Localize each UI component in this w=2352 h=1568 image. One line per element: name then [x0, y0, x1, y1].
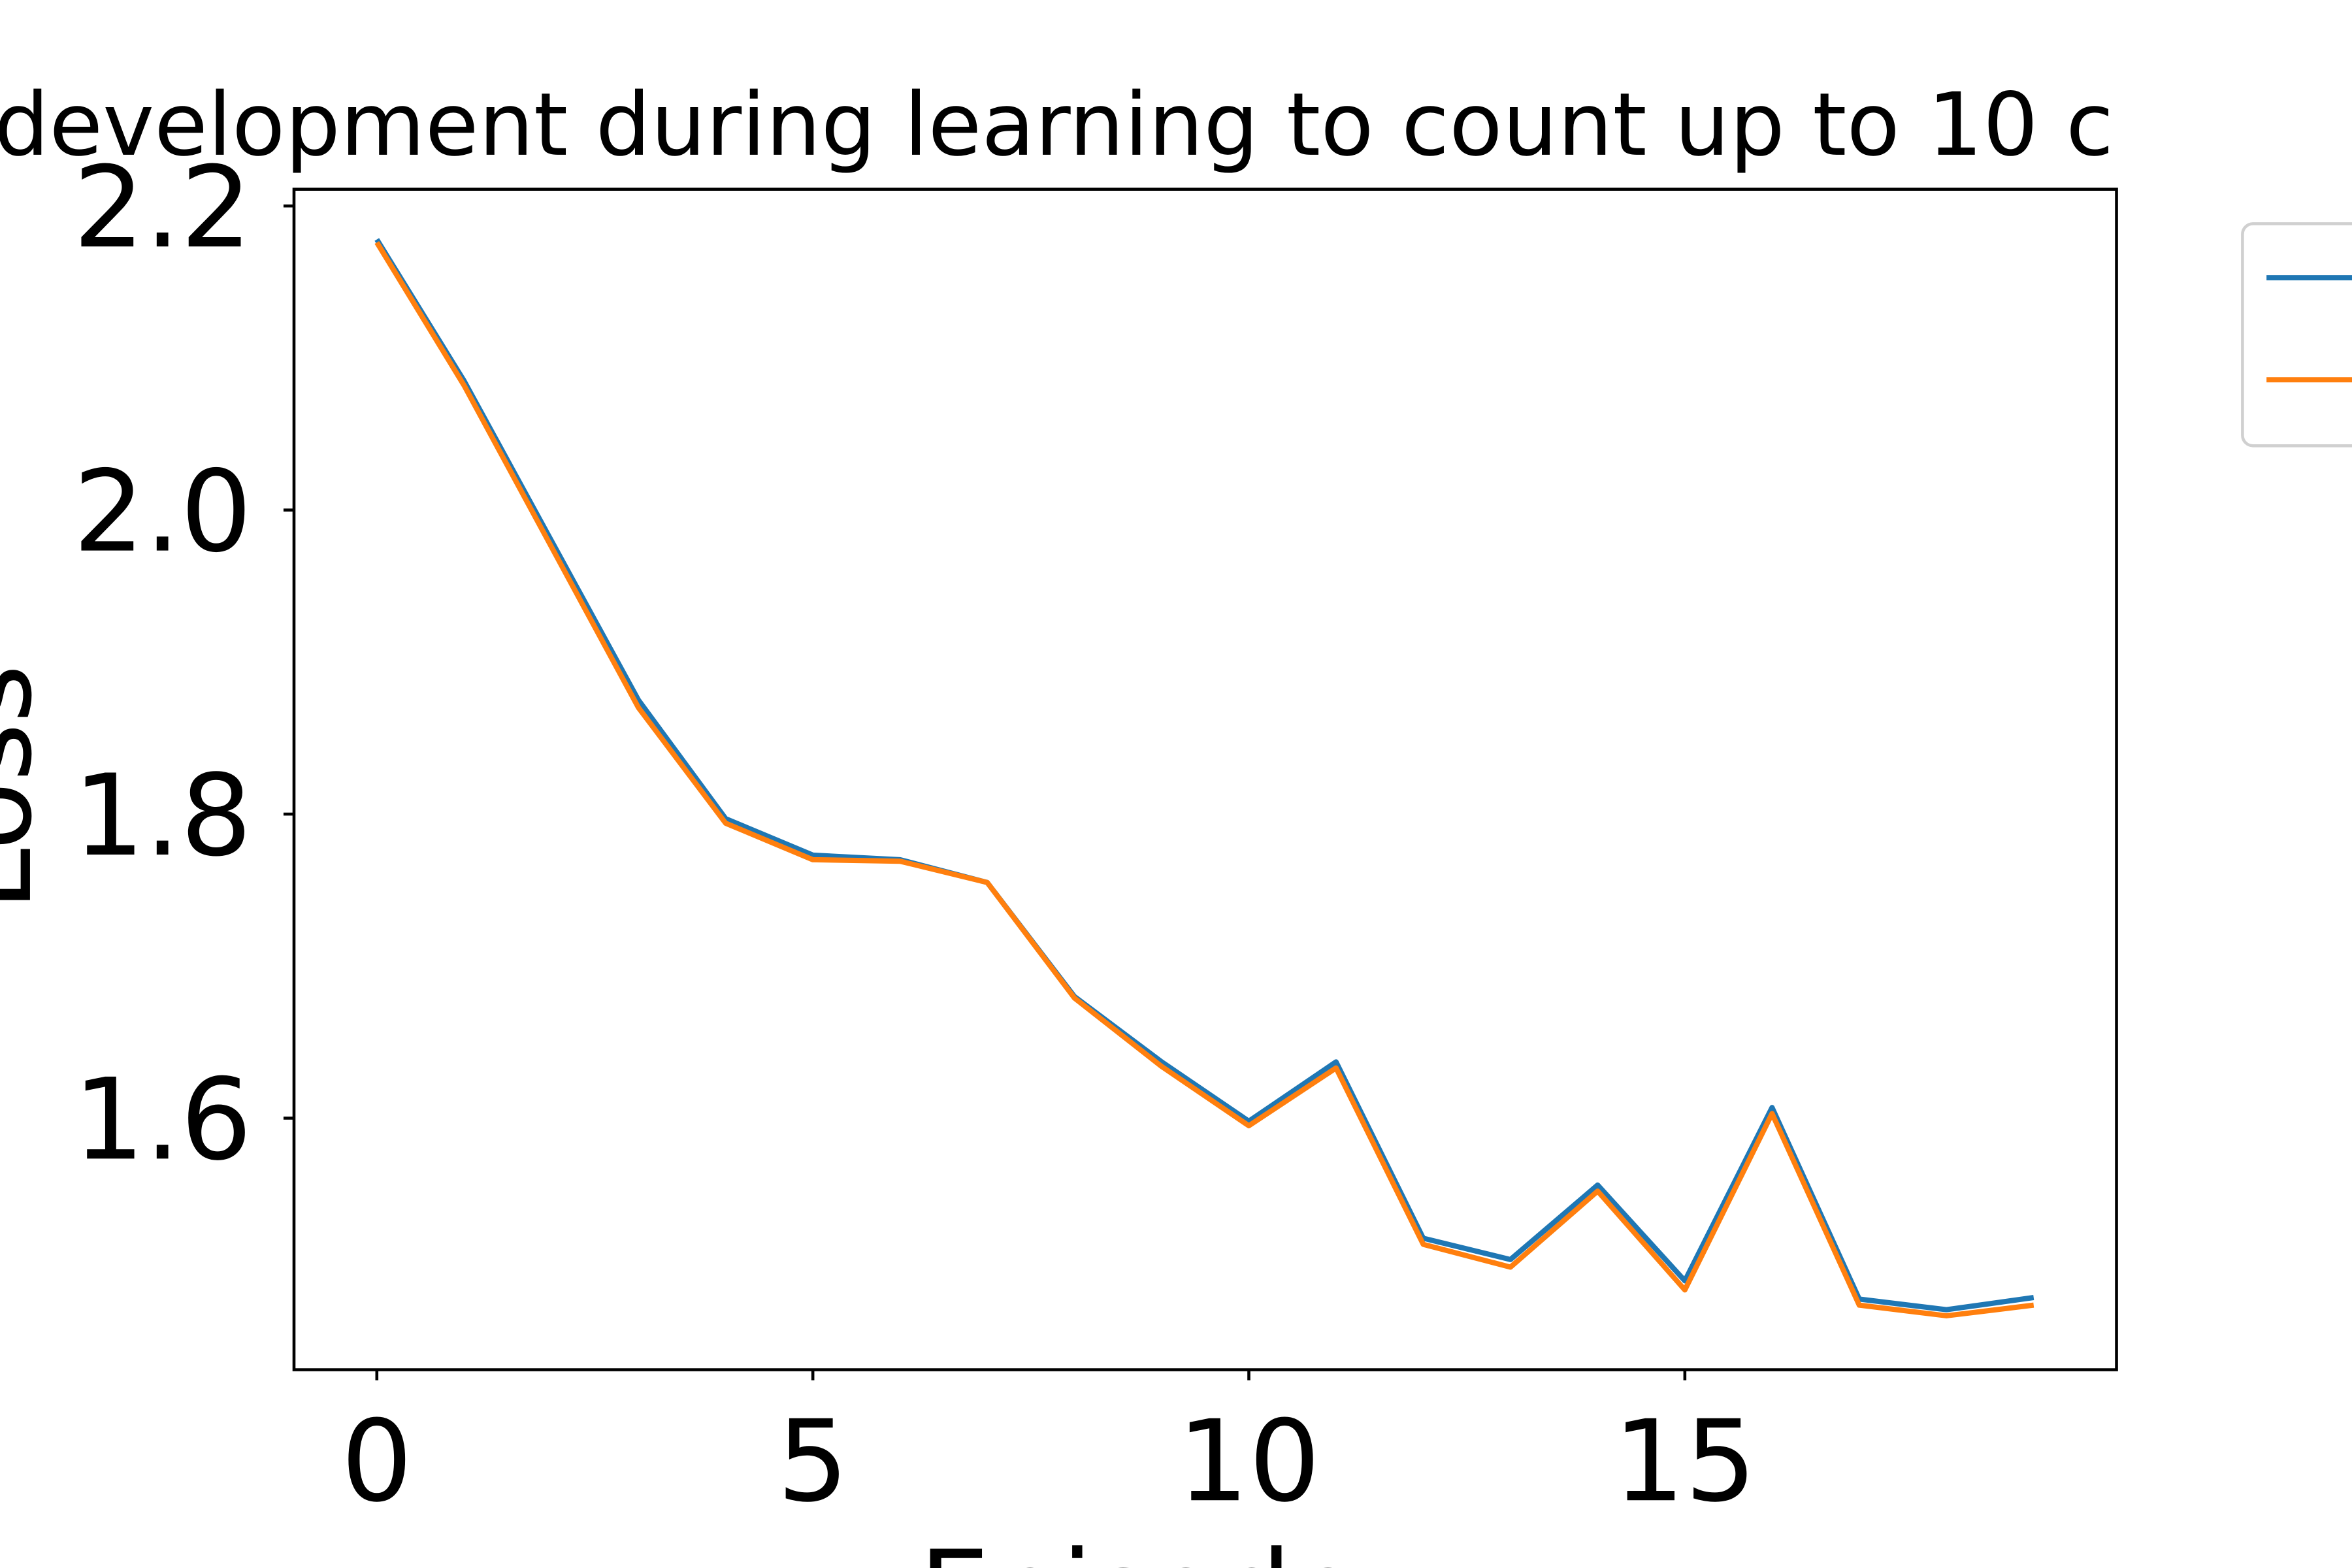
x-tick-label: 15 — [1613, 1396, 1756, 1527]
line-series — [374, 238, 2034, 1313]
x-tick-label: 5 — [777, 1396, 849, 1527]
plot-frame — [292, 188, 2118, 1371]
x-tick-label: 10 — [1177, 1396, 1320, 1527]
y-tick-label: 1.8 — [73, 750, 252, 881]
line-series — [374, 241, 2034, 1318]
y-tick-label: 2.0 — [73, 446, 252, 578]
y-tick-label: 2.2 — [73, 142, 252, 273]
y-tick-label: 1.6 — [73, 1054, 252, 1185]
x-tick-label: 0 — [341, 1396, 413, 1527]
y-axis-label: Loss — [0, 664, 57, 911]
x-axis-label: Episode — [919, 1526, 1361, 1568]
chart-title: development during learning to count up … — [0, 74, 2114, 176]
legend-box — [2241, 222, 2352, 448]
